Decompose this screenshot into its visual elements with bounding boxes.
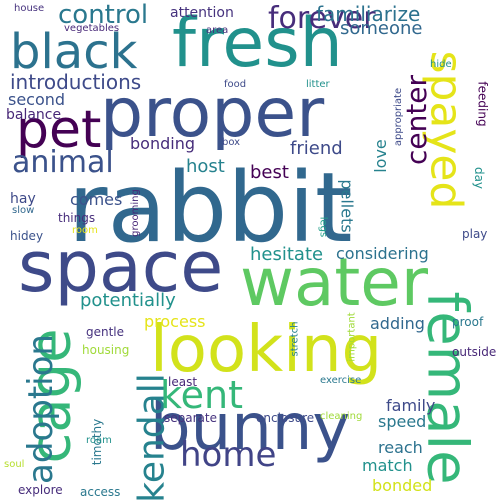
word-reach: reach xyxy=(378,438,423,457)
word-grooming: grooming xyxy=(129,189,141,237)
word-looking: looking xyxy=(150,313,383,387)
word-attention: attention xyxy=(170,5,234,21)
word-litter: litter xyxy=(306,79,330,90)
word-home: forever xyxy=(268,1,376,36)
word-housing: housing xyxy=(82,343,130,357)
word-space: space xyxy=(18,226,224,308)
word-proper: proper xyxy=(100,74,325,153)
word-family: family xyxy=(386,396,436,415)
word-adding: adding xyxy=(370,314,425,333)
word-speed: speed xyxy=(378,412,427,431)
word-house: house xyxy=(14,3,45,14)
word-stretch: stretch xyxy=(289,321,301,357)
word-slow: slow xyxy=(12,205,35,216)
word-bunny: bunny xyxy=(150,391,351,465)
word-match: match xyxy=(362,456,413,475)
word-play: play xyxy=(462,227,488,241)
word-rabbit: rabbit xyxy=(68,152,353,264)
word-legs: legs xyxy=(317,216,329,238)
word-feeding: feeding xyxy=(475,81,490,127)
word-exercise: exercise xyxy=(320,375,362,386)
word-room: room xyxy=(72,225,98,236)
word-day: day xyxy=(472,166,487,190)
word-forever: animal xyxy=(12,145,114,180)
word-soul: soul xyxy=(4,459,25,470)
word-hesitate: hesitate xyxy=(250,244,324,265)
word-process: process xyxy=(144,312,206,331)
word-kendall: home xyxy=(180,435,277,475)
word-bonded: bonded xyxy=(372,476,433,495)
word-black: black xyxy=(10,24,138,80)
word-pet: pet xyxy=(16,100,102,160)
word-balance: balance xyxy=(6,107,62,123)
word-bonding: bonding xyxy=(130,134,195,153)
word-someone: someone xyxy=(340,18,423,39)
word-center: adoption xyxy=(20,334,61,484)
word-proof: proof xyxy=(452,315,484,329)
word-hay: hay xyxy=(10,191,36,207)
word-explore: explore xyxy=(18,483,63,497)
word-potentially: potentially xyxy=(80,290,176,311)
word-best: best xyxy=(250,162,289,183)
word-things: things xyxy=(58,211,96,225)
word-friend: friend xyxy=(290,138,343,159)
word-hidey: hidey xyxy=(10,229,44,243)
word-comes: comes xyxy=(70,190,123,209)
word-vegetables: vegetables xyxy=(64,23,120,34)
word-control: control xyxy=(58,0,149,30)
word-cleaning: cleaning xyxy=(320,411,363,422)
word-enclosure: enclosure xyxy=(256,411,315,425)
word-gentle: gentle xyxy=(86,325,125,339)
word-outside: outside xyxy=(452,345,497,359)
word-love: love xyxy=(370,139,390,173)
word-area: area xyxy=(206,25,229,36)
word-pellets: pellets xyxy=(337,179,357,233)
word-roam: roam xyxy=(86,435,112,446)
word-fresh: fresh xyxy=(172,4,343,83)
word-water: water xyxy=(240,244,429,321)
word-important: important xyxy=(346,312,358,362)
word-familiarize: familiarize xyxy=(316,2,421,26)
word-animal: center xyxy=(400,74,434,166)
word-separate: separate xyxy=(164,411,217,425)
word-introductions: introductions xyxy=(10,70,142,94)
word-second: second xyxy=(8,90,66,109)
word-appropriate: appropriate xyxy=(393,87,405,147)
word-adoption: kent xyxy=(160,373,244,417)
word-access: access xyxy=(80,485,121,499)
word-food: food xyxy=(224,79,247,90)
word-hide: hide xyxy=(430,59,452,70)
word-least: least xyxy=(168,375,198,389)
word-host: host xyxy=(186,156,225,177)
word-considering: considering xyxy=(336,244,429,263)
word-box: box xyxy=(222,137,241,148)
